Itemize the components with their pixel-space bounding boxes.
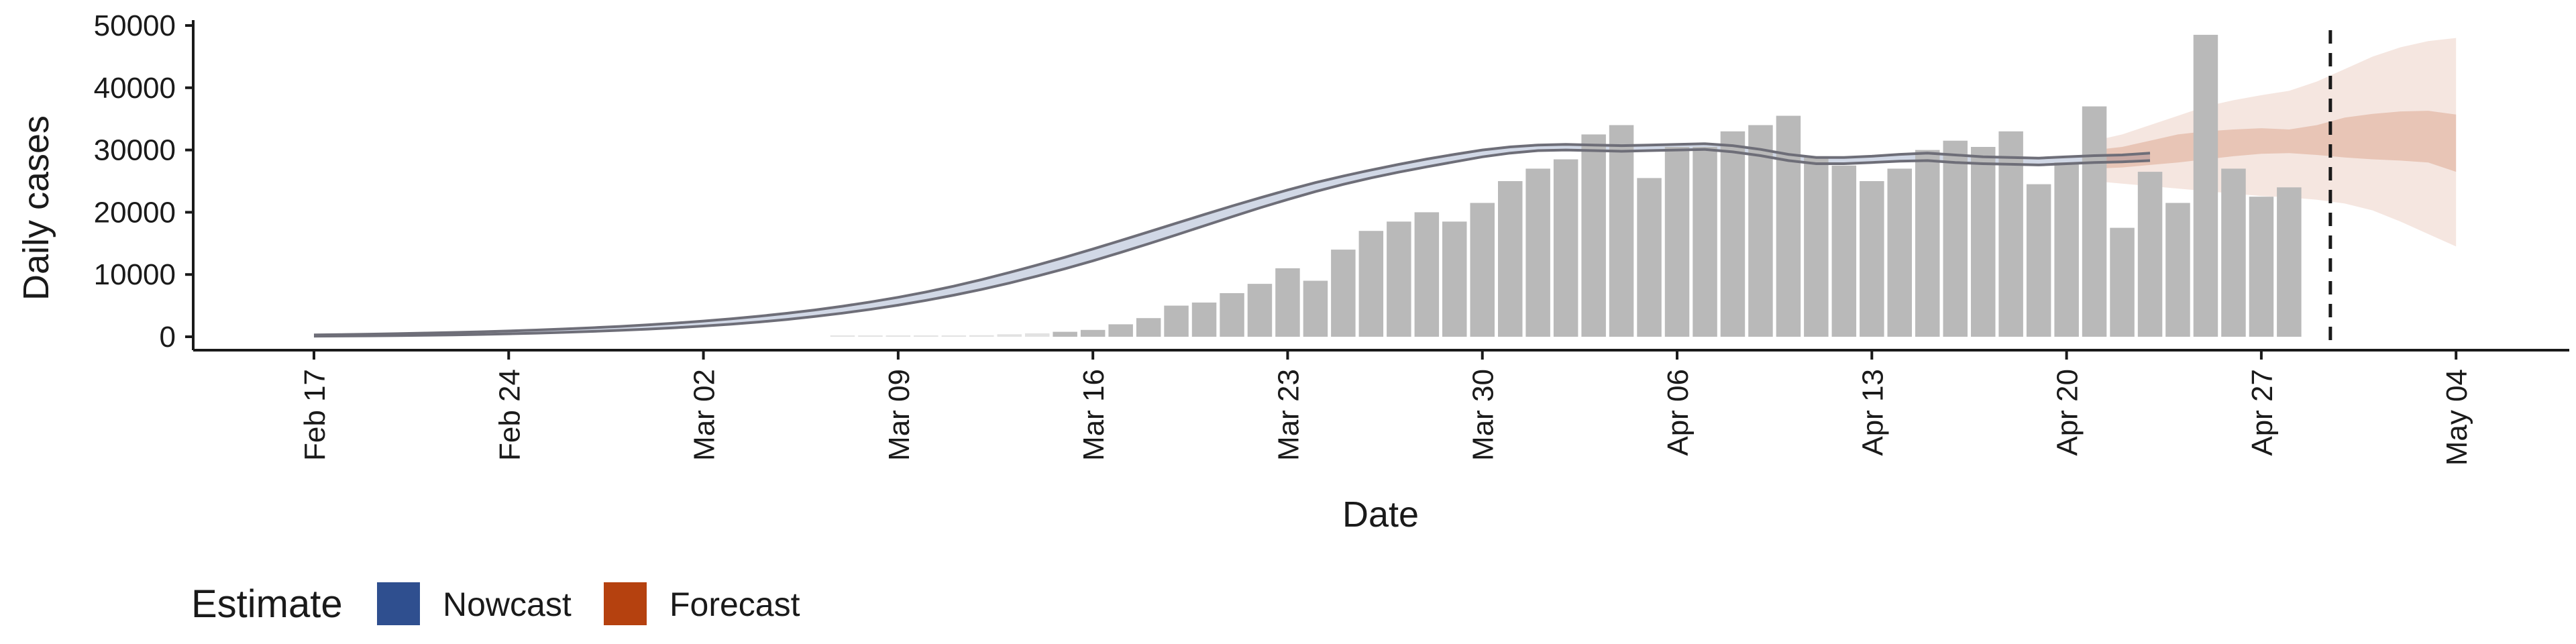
bar [885, 335, 911, 337]
forecast-band-50 [2094, 111, 2457, 172]
bar [1831, 165, 1857, 337]
x-tick-label: Apr 06 [1662, 369, 1695, 456]
bar [1275, 268, 1300, 337]
bar [2165, 203, 2190, 337]
bar [969, 335, 994, 337]
y-tick-label: 20000 [94, 196, 176, 229]
bar [2221, 168, 2246, 337]
x-tick-label: Apr 13 [1856, 369, 1889, 456]
bar [1664, 147, 1690, 337]
bar [1693, 147, 1717, 337]
bar [2137, 172, 2163, 337]
bar [1303, 280, 1328, 337]
bar [1998, 131, 2023, 337]
bar [1498, 181, 1523, 337]
bar [1860, 181, 1884, 337]
bars [830, 34, 2302, 337]
x-tick-label: Mar 02 [688, 369, 721, 461]
bar [1943, 140, 1968, 337]
bar [2249, 197, 2274, 337]
y-tick-labels: 0 10000 20000 30000 40000 50000 [94, 9, 176, 354]
bar [1442, 221, 1467, 337]
nowcast-lower-line [313, 148, 2151, 338]
bar [1637, 178, 1662, 337]
y-axis-title: Daily cases [16, 115, 56, 301]
bar [2110, 227, 2135, 337]
bar [2026, 184, 2051, 337]
bar [1720, 131, 1746, 337]
bar [1553, 159, 1578, 337]
legend-swatch-forecast [604, 582, 647, 625]
x-tick-label: Mar 23 [1273, 369, 1305, 461]
bar [1387, 221, 1411, 337]
bar [2082, 106, 2107, 337]
x-axis-title: Date [1342, 494, 1419, 535]
axes [185, 20, 2569, 360]
bar [1804, 156, 1829, 337]
bar [1080, 329, 1106, 337]
bar [1525, 168, 1550, 337]
x-tick-label: Apr 27 [2246, 369, 2279, 456]
bar [1915, 150, 1940, 337]
x-tick-label: Mar 09 [883, 369, 916, 461]
y-tick-label: 10000 [94, 258, 176, 291]
forecast-band-90 [2094, 38, 2457, 247]
legend-swatch-nowcast [377, 582, 420, 625]
bar [1025, 333, 1050, 337]
y-tick-label: 0 [160, 321, 176, 354]
bar [2193, 34, 2218, 337]
legend-label-forecast: Forecast [669, 586, 800, 623]
x-tick-label: Apr 20 [2051, 369, 2084, 456]
y-tick-label: 30000 [94, 134, 176, 167]
bar [1609, 125, 1634, 337]
bar [1220, 293, 1244, 337]
bar [858, 335, 883, 337]
bar [941, 335, 967, 337]
legend-label-nowcast: Nowcast [443, 586, 572, 623]
bar [1164, 305, 1189, 337]
bar [1136, 318, 1161, 337]
bar [1108, 324, 1133, 337]
bar [1971, 147, 1996, 337]
x-tick-label: Mar 16 [1077, 369, 1110, 461]
bar [1247, 284, 1273, 337]
bar [1470, 203, 1495, 337]
x-tick-label: Feb 17 [299, 369, 331, 461]
bar [1331, 250, 1356, 337]
x-tick-label: Mar 30 [1467, 369, 1500, 461]
bar [830, 335, 855, 337]
legend-title: Estimate [191, 582, 343, 626]
nowcast-upper-line [313, 142, 2151, 337]
bar [1887, 168, 1912, 337]
x-tick-label: May 04 [2440, 369, 2473, 466]
bar [1581, 134, 1606, 337]
bar [1414, 212, 1440, 337]
bar [1748, 125, 1773, 337]
x-tick-label: Feb 24 [493, 369, 526, 461]
y-tick-label: 40000 [94, 72, 176, 105]
estimate-bands [314, 38, 2457, 337]
bar [2054, 162, 2079, 337]
bar [1053, 331, 1077, 337]
estimate-lines [313, 30, 2332, 350]
y-tick-label: 50000 [94, 9, 176, 42]
x-tick-labels: Feb 17 Feb 24 Mar 02 Mar 09 Mar 16 Mar 23 Mar … [299, 369, 2473, 466]
bar [1358, 231, 1384, 337]
bar [2277, 187, 2302, 337]
bar [1776, 115, 1801, 337]
bar [1191, 303, 1217, 337]
bar [997, 334, 1022, 337]
legend: Estimate Nowcast Forecast [191, 582, 800, 626]
bar [914, 335, 938, 337]
